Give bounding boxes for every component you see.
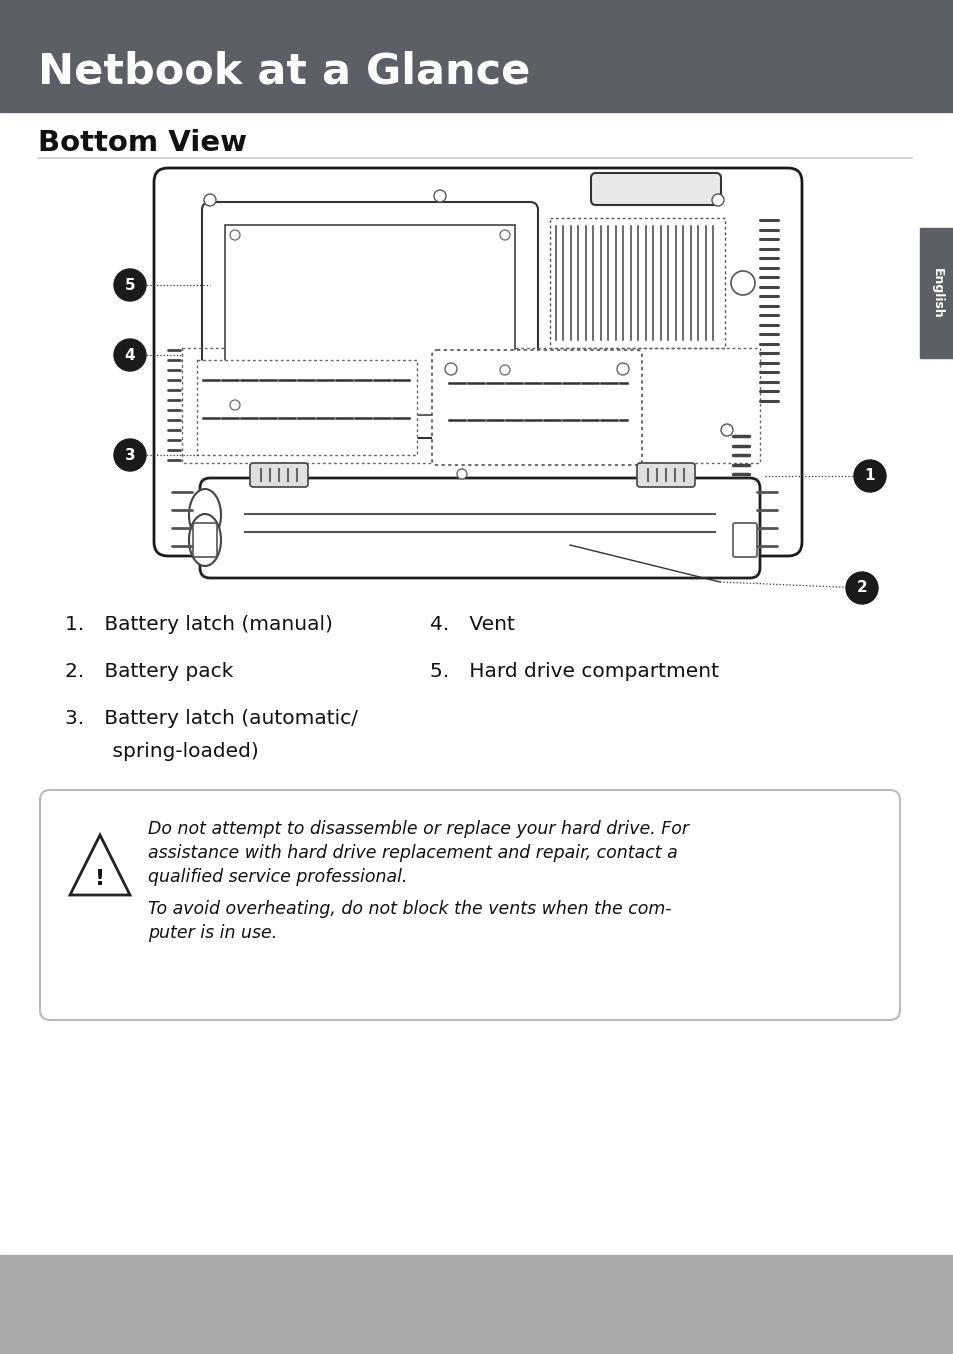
Text: Bottom View: Bottom View <box>38 129 247 157</box>
Circle shape <box>230 230 240 240</box>
Text: Do not attempt to disassemble or replace your hard drive. For: Do not attempt to disassemble or replace… <box>148 821 688 838</box>
Circle shape <box>230 399 240 410</box>
Circle shape <box>711 194 723 206</box>
Text: 1: 1 <box>863 468 874 483</box>
Bar <box>0 1255 953 1354</box>
Bar <box>196 360 416 455</box>
Bar <box>550 218 724 348</box>
Polygon shape <box>70 835 130 895</box>
Text: 3. Battery latch (automatic/: 3. Battery latch (automatic/ <box>65 709 357 728</box>
FancyBboxPatch shape <box>637 463 695 487</box>
Bar <box>0 0 953 112</box>
Circle shape <box>845 571 877 604</box>
Text: assistance with hard drive replacement and repair, contact a: assistance with hard drive replacement a… <box>148 844 677 862</box>
FancyBboxPatch shape <box>250 463 308 487</box>
Circle shape <box>204 194 215 206</box>
FancyBboxPatch shape <box>202 202 537 437</box>
Polygon shape <box>225 225 515 414</box>
Circle shape <box>617 363 628 375</box>
Ellipse shape <box>189 489 221 542</box>
Circle shape <box>113 338 146 371</box>
Text: 2. Battery pack: 2. Battery pack <box>65 662 233 681</box>
FancyBboxPatch shape <box>153 168 801 556</box>
Circle shape <box>499 366 510 375</box>
Text: 1. Battery latch (manual): 1. Battery latch (manual) <box>65 615 333 634</box>
FancyBboxPatch shape <box>200 478 760 578</box>
Text: spring-loaded): spring-loaded) <box>87 742 258 761</box>
Text: English: English <box>929 268 943 318</box>
Circle shape <box>730 271 754 295</box>
Text: To avoid overheating, do not block the vents when the com-: To avoid overheating, do not block the v… <box>148 900 671 918</box>
Circle shape <box>720 424 732 436</box>
Text: 4: 4 <box>125 348 135 363</box>
Text: !: ! <box>95 869 105 890</box>
Circle shape <box>434 190 446 202</box>
Text: qualified service professional.: qualified service professional. <box>148 868 407 886</box>
Circle shape <box>113 269 146 301</box>
FancyBboxPatch shape <box>193 523 216 556</box>
Text: 4. Vent: 4. Vent <box>430 615 515 634</box>
Ellipse shape <box>189 515 221 566</box>
Bar <box>919 227 953 357</box>
Circle shape <box>499 230 510 240</box>
FancyBboxPatch shape <box>590 173 720 204</box>
Circle shape <box>207 424 219 436</box>
Circle shape <box>456 468 467 479</box>
Circle shape <box>113 439 146 471</box>
FancyBboxPatch shape <box>40 789 899 1020</box>
Text: 2: 2 <box>856 581 866 596</box>
Text: Netbook at a Glance: Netbook at a Glance <box>38 51 530 93</box>
FancyBboxPatch shape <box>732 523 757 556</box>
FancyBboxPatch shape <box>432 349 641 464</box>
Circle shape <box>853 460 885 492</box>
Circle shape <box>444 363 456 375</box>
Text: puter is in use.: puter is in use. <box>148 923 277 942</box>
Text: 3: 3 <box>125 448 135 463</box>
Text: 5. Hard drive compartment: 5. Hard drive compartment <box>430 662 719 681</box>
Text: 5: 5 <box>125 278 135 292</box>
Bar <box>182 348 760 463</box>
